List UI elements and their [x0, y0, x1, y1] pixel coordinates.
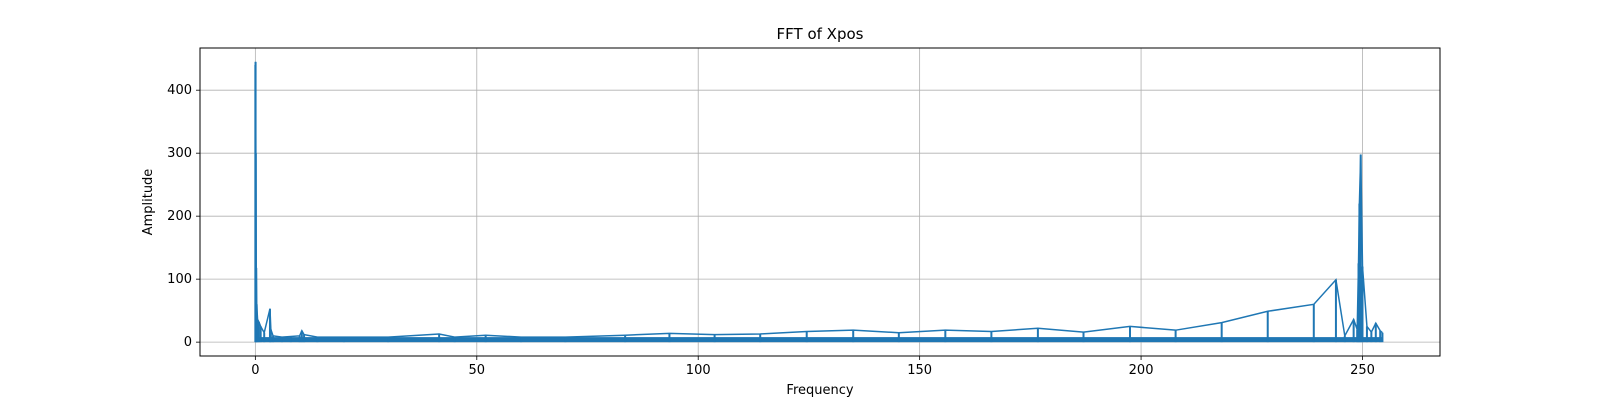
y-axis-label: Amplitude — [141, 169, 156, 236]
chart-title: FFT of Xpos — [777, 25, 864, 43]
x-tick-label: 50 — [469, 363, 486, 378]
spectrum-line — [254, 61, 1383, 339]
x-tick-label: 0 — [251, 363, 259, 378]
y-tick-label: 100 — [167, 272, 192, 287]
noise-floor-band — [255, 337, 1383, 343]
x-tick-label: 200 — [1129, 363, 1154, 378]
y-tick-label: 400 — [167, 83, 192, 98]
x-axis-label: Frequency — [786, 383, 853, 398]
ticks: 0 50 100 150 200 250 0 100 200 300 400 — [167, 83, 1375, 378]
y-tick-label: 300 — [167, 146, 192, 161]
x-tick-label: 150 — [907, 363, 932, 378]
series-layer — [254, 61, 1384, 343]
plot-frame — [199, 47, 1441, 357]
y-tick-label: 0 — [184, 335, 192, 350]
y-tick-label: 200 — [167, 209, 192, 224]
x-tick-label: 250 — [1350, 363, 1375, 378]
grid — [200, 48, 1440, 356]
x-tick-label: 100 — [686, 363, 711, 378]
